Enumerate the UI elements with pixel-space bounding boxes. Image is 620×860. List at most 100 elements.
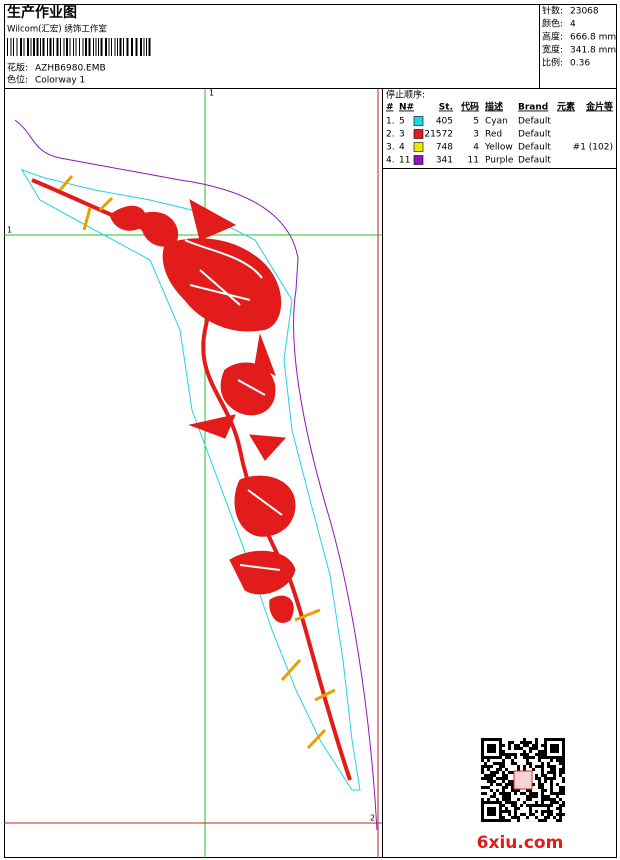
stat-value: 23068 xyxy=(570,7,599,17)
column-header: St. xyxy=(439,103,453,113)
qr-module xyxy=(544,789,547,792)
qr-module xyxy=(487,768,490,771)
qr-module xyxy=(529,792,532,795)
qr-module xyxy=(559,738,562,741)
qr-module xyxy=(556,750,559,753)
qr-module xyxy=(562,801,565,804)
qr-module xyxy=(556,783,559,786)
qr-module xyxy=(490,756,493,759)
barcode-bar xyxy=(85,38,87,56)
barcode-bar xyxy=(88,38,91,56)
qr-module xyxy=(496,783,499,786)
qr-module xyxy=(547,771,550,774)
qr-module xyxy=(511,816,514,819)
qr-module xyxy=(547,810,550,813)
barcode-bar xyxy=(66,38,68,56)
qr-module xyxy=(502,810,505,813)
qr-module xyxy=(547,804,550,807)
cell-brand: Default xyxy=(518,156,551,166)
qr-module xyxy=(508,783,511,786)
qr-module xyxy=(517,768,520,771)
barcode-bar xyxy=(82,38,84,56)
qr-module xyxy=(553,747,556,750)
qr-module xyxy=(490,747,493,750)
barcode-bar xyxy=(95,38,97,56)
qr-module xyxy=(490,765,493,768)
qr-module xyxy=(508,771,511,774)
qr-module xyxy=(538,756,541,759)
qr-module xyxy=(496,771,499,774)
stat-value: 4 xyxy=(570,20,576,30)
qr-module xyxy=(481,786,484,789)
cell-description: Purple xyxy=(485,156,514,166)
qr-module xyxy=(541,813,544,816)
flower-1 xyxy=(162,238,282,332)
qr-module xyxy=(505,801,508,804)
qr-module xyxy=(487,780,490,783)
marker-vertical: 1 xyxy=(209,89,214,98)
cell-code: 5 xyxy=(473,117,479,127)
barcode-bar xyxy=(111,38,112,56)
qr-module xyxy=(514,756,517,759)
qr-module xyxy=(514,792,517,795)
qr-module xyxy=(526,744,529,747)
qr-module xyxy=(538,765,541,768)
qr-module xyxy=(508,741,511,744)
petals-1 xyxy=(109,199,237,247)
qr-module xyxy=(499,762,502,765)
column-header: Brand xyxy=(518,103,548,113)
qr-module xyxy=(559,816,562,819)
qr-module xyxy=(502,819,505,822)
design-file: AZHB6980.EMB xyxy=(35,64,106,74)
qr-module xyxy=(520,813,523,816)
qr-module xyxy=(544,816,547,819)
qr-module xyxy=(559,807,562,810)
qr-module xyxy=(535,765,538,768)
qr-module xyxy=(535,816,538,819)
qr-module xyxy=(562,792,565,795)
qr-module xyxy=(484,762,487,765)
qr-module xyxy=(541,810,544,813)
qr-module xyxy=(544,753,547,756)
qr-module xyxy=(508,753,511,756)
qr-module xyxy=(529,795,532,798)
qr-module xyxy=(508,801,511,804)
flower-2 xyxy=(220,333,276,416)
design-area: 1 1 2 xyxy=(4,89,382,858)
qr-module xyxy=(502,762,505,765)
qr-module xyxy=(502,753,505,756)
qr-module xyxy=(508,747,511,750)
qr-module xyxy=(493,750,496,753)
qr-module xyxy=(544,747,547,750)
qr-module xyxy=(520,741,523,744)
qr-module xyxy=(493,813,496,816)
qr-module xyxy=(481,798,484,801)
qr-module xyxy=(550,765,553,768)
cell-brand: Default xyxy=(518,117,551,127)
qr-module xyxy=(511,786,514,789)
qr-module xyxy=(481,792,484,795)
qr-module xyxy=(499,792,502,795)
qr-module xyxy=(505,753,508,756)
leaves xyxy=(188,414,287,461)
qr-module xyxy=(541,765,544,768)
qr-module xyxy=(493,744,496,747)
qr-module xyxy=(559,819,562,822)
qr-module xyxy=(562,762,565,765)
colorway: Colorway 1 xyxy=(35,76,85,86)
stat-label: 高度: xyxy=(542,31,563,43)
stat-value: 0.36 xyxy=(570,59,590,69)
qr-module xyxy=(547,765,550,768)
qr-module xyxy=(544,795,547,798)
qr-module xyxy=(556,738,559,741)
qr-module xyxy=(490,819,493,822)
qr-module xyxy=(493,771,496,774)
cell-code: 11 xyxy=(468,156,479,166)
qr-module xyxy=(493,810,496,813)
qr-module xyxy=(511,783,514,786)
qr-module xyxy=(535,792,538,795)
qr-module xyxy=(508,780,511,783)
qr-module xyxy=(553,750,556,753)
sequence-title: 停止顺序: xyxy=(386,89,425,101)
qr-module xyxy=(559,798,562,801)
